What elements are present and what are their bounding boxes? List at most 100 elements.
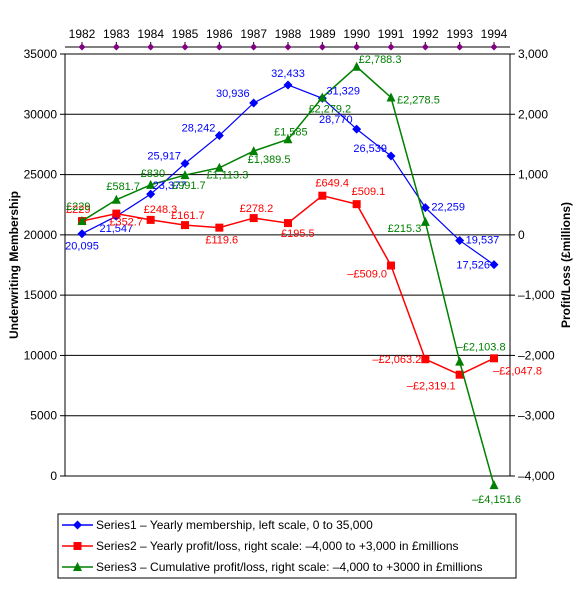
top-axis-marker [421,43,429,51]
data-point-series1 [386,151,396,161]
data-label-series3: £229 [66,201,90,213]
data-point-series2 [352,200,361,209]
data-point-series1 [489,260,499,270]
data-point-series1 [283,80,293,90]
data-point-series3 [386,92,396,102]
data-point-series1 [352,124,362,134]
x-tick-label: 1982 [69,27,96,41]
data-point-series1 [146,189,156,199]
data-point-series3 [420,216,430,226]
data-label-series1: 31,329 [326,85,360,97]
data-label-series1: 26,539 [353,143,387,155]
y-tick-label: 30000 [24,107,58,121]
y2-tick-label: 2,000 [518,107,548,121]
y-tick-label: 25000 [24,168,58,182]
y-tick-label: 10000 [24,348,58,362]
top-axis-marker [490,43,498,51]
data-label-series1: 32,433 [271,68,305,80]
top-axis-marker [284,43,292,51]
data-label-series2: –£2,063.2 [372,354,421,366]
data-label-series1: 28,770 [319,114,353,126]
y2-axis-title: Profit/Loss (£millions) [559,202,573,328]
data-point-series3 [455,356,465,366]
legend-entry: Series3 – Cumulative profit/loss, right … [96,560,483,574]
data-point-series3 [146,179,156,189]
data-point-series3 [111,194,121,204]
legend-entry: Series1 – Yearly membership, left scale,… [96,518,373,532]
top-axis-marker [387,43,395,51]
top-axis-marker [112,43,120,51]
data-label-series3: £991.7 [172,180,206,192]
data-label-series3: £1,585 [274,126,308,138]
x-tick-label: 1987 [240,27,267,41]
x-tick-label: 1994 [481,27,508,41]
top-axis-marker [456,43,464,51]
data-label-series3: –£4,151.6 [472,494,521,506]
legend-entry: Series2 – Yearly profit/loss, right scal… [96,539,459,553]
data-label-series3: £215.3 [388,223,422,235]
data-label-series1: 21,547 [100,223,134,235]
data-label-series3: £2,278.5 [397,94,440,106]
data-label-series2: –£2,047.8 [493,365,542,377]
x-tick-label: 1986 [206,27,233,41]
top-axis-marker [78,43,86,51]
data-label-series3: £1,113.3 [206,170,248,182]
top-axis-marker [181,43,189,51]
y-axis-title: Underwriting Membership [7,191,21,339]
x-tick-label: 1984 [137,27,164,41]
data-point-series1 [214,130,224,140]
x-tick-label: 1993 [446,27,473,41]
x-tick-label: 1991 [378,27,405,41]
data-label-series2: £649.4 [315,178,349,190]
legend-swatch-marker [73,542,82,550]
legend-swatch-marker [73,520,82,530]
data-point-series2 [112,209,121,218]
data-point-series2 [284,219,292,228]
y2-tick-label: –1,000 [518,288,555,302]
data-label-series2: £195.5 [281,228,315,240]
x-tick-label: 1989 [309,27,336,41]
legend-box [57,513,517,579]
x-tick-label: 1983 [103,27,130,41]
data-point-series1 [420,203,430,213]
data-label-series1: 25,917 [147,151,181,163]
data-point-series2 [387,261,395,270]
data-label-series1: 30,936 [216,88,250,100]
data-label-series2: £119.6 [205,235,238,247]
data-label-series2: £248.3 [144,204,178,216]
data-label-series3: £581.7 [106,181,140,193]
y-tick-label: 5000 [30,409,57,423]
y-tick-label: 15000 [24,288,58,302]
y2-tick-label: 3,000 [518,47,548,61]
data-point-series2 [490,354,498,363]
data-label-series1: 20,095 [65,241,99,253]
data-point-series3 [317,92,327,102]
axes: 0 5000 10000 15000 20000 25000 30000 35000 –4,00… [24,27,555,483]
data-label-series2: –£509.0 [347,269,387,281]
data-point-series1 [77,229,87,239]
data-label-series1: 28,242 [182,122,216,134]
y2-tick-label: 1,000 [518,168,548,182]
data-point-series2 [215,223,224,232]
y2-tick-label: –4,000 [518,469,555,483]
y-tick-label: 35000 [24,47,58,61]
data-label-series2: –£2,319.1 [407,381,456,393]
data-label-series1: 17,526 [456,260,490,272]
data-point-series3 [489,480,499,490]
grid-lines [65,53,510,477]
data-label-series3: –£2,103.8 [457,342,506,354]
data-label-series1: 23,377 [153,180,187,192]
data-label-series3: £2,279.2 [308,103,351,115]
y2-tick-label: 0 [518,228,525,242]
data-label-series3: £1,389.5 [248,154,291,166]
data-point-series3 [283,134,293,144]
series-layer [77,43,499,490]
top-axis-marker [318,43,326,51]
data-point-series1 [249,98,259,108]
data-point-series2 [146,215,155,224]
data-label-series2: £161.7 [171,210,205,222]
data-point-series1 [455,235,465,245]
data-label-series2: £509.1 [352,186,386,198]
